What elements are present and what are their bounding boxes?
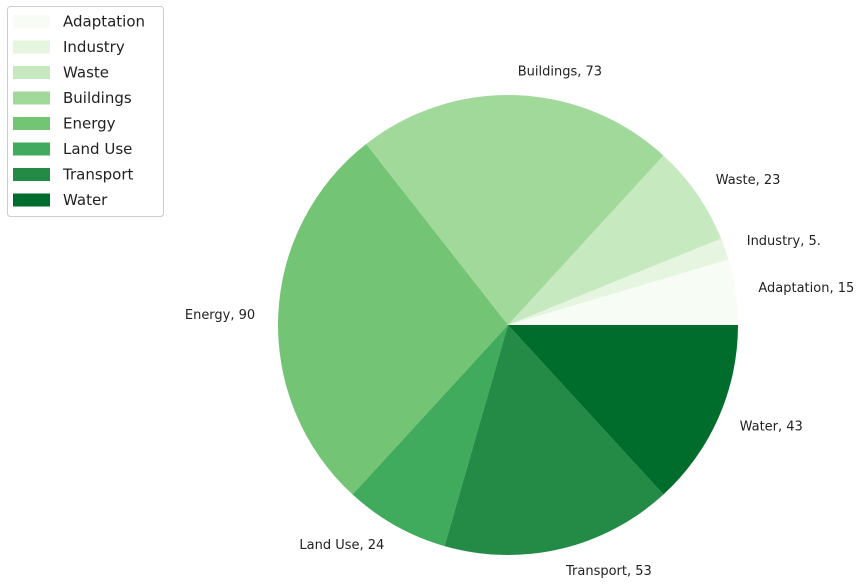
legend-label: Buildings [63, 89, 132, 107]
legend-label: Water [63, 191, 108, 209]
legend-swatch [13, 117, 50, 130]
slice-label: Water, 43 [740, 419, 803, 434]
legend-swatch [13, 142, 50, 156]
legend: Adaptation Industry Waste Buildings Energy La… [7, 6, 164, 217]
slice-label: Adaptation, 15 [758, 281, 854, 296]
pie-slice [278, 144, 508, 495]
pie-slice [508, 259, 738, 325]
legend-swatch [13, 193, 50, 207]
legend-label: Transport [62, 166, 134, 184]
slice-label: Land Use, 24 [299, 538, 384, 553]
legend-swatch [13, 168, 50, 181]
pie-slice [508, 238, 729, 325]
slice-label: Energy, 90 [185, 308, 255, 323]
slice-label: Transport, 53 [565, 564, 652, 579]
legend-swatch [13, 15, 50, 28]
legend-swatch [13, 66, 50, 79]
pie-slice [352, 325, 508, 547]
legend-label: Industry [63, 38, 125, 56]
legend-label: Waste [63, 64, 109, 82]
legend-label: Adaptation [63, 13, 145, 31]
slice-label: Industry, 5. [747, 234, 821, 249]
pie-slice [366, 94, 664, 325]
pie-slice [444, 325, 664, 555]
legend-label: Energy [63, 115, 116, 133]
legend-frame [7, 6, 164, 217]
legend-swatch [13, 91, 50, 105]
slice-label: Buildings, 73 [518, 65, 602, 80]
pie-slice [508, 155, 722, 325]
legend-label: Land Use [63, 140, 132, 158]
pie-slice [508, 325, 738, 495]
slice-label: Waste, 23 [716, 173, 781, 188]
legend-swatch [13, 40, 50, 54]
